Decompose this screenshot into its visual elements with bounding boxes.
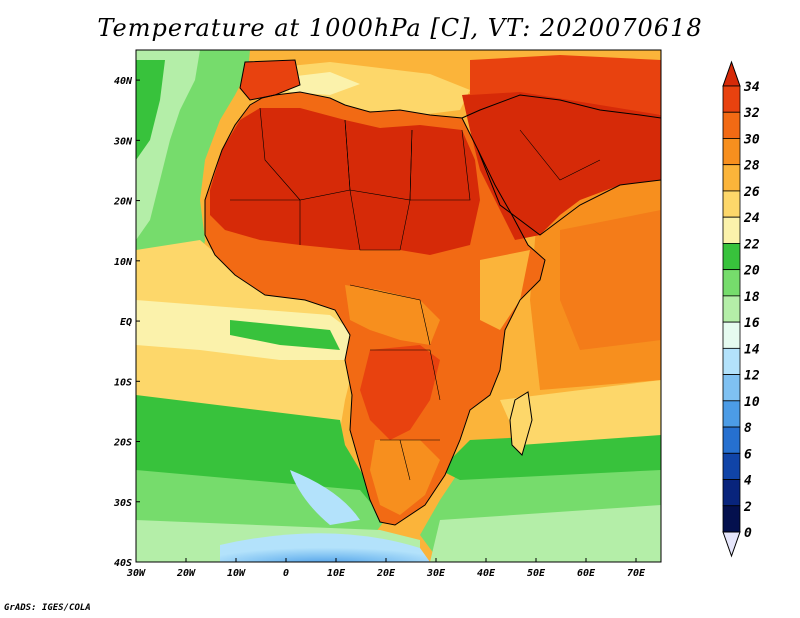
map-title: Temperature at 1000hPa [C], VT: 20200706…	[97, 14, 703, 42]
colorbar-label: 30	[743, 132, 760, 147]
colorbar-label: 2	[743, 500, 752, 515]
colorbar-label: 28	[743, 159, 760, 174]
country-borders	[230, 107, 601, 481]
lon-tick-label: 10W	[227, 568, 246, 579]
lon-tick-label: 10E	[327, 568, 346, 579]
colorbar-segment	[722, 138, 741, 166]
lon-tick-label: 50E	[527, 568, 546, 579]
colorbar-segment	[722, 111, 741, 139]
lon-tick-label: 20E	[376, 568, 396, 579]
colorbar-label: 12	[744, 369, 760, 384]
colorbar-segment	[722, 190, 741, 218]
lon-tick-label: 60E	[577, 568, 596, 579]
colorbar-segment	[722, 85, 741, 113]
colorbar-segment	[722, 505, 741, 533]
colorbar-label: 34	[743, 80, 760, 95]
temperature-field	[136, 50, 661, 562]
colorbar-segment	[722, 400, 741, 428]
lat-tick-label: 40N	[114, 76, 133, 87]
colorbar-label: 18	[744, 290, 760, 305]
lat-tick-label: 30N	[113, 136, 133, 147]
colorbar-label: 20	[743, 264, 760, 279]
colorbar-label: 32	[743, 106, 760, 121]
lat-tick-label: 10S	[114, 377, 132, 388]
colorbar-segment	[722, 374, 741, 402]
lat-tick-label: 10N	[114, 257, 133, 268]
lon-tick-label: 40E	[477, 568, 496, 579]
lat-tick-label: 30S	[113, 498, 132, 509]
lon-tick-label: 0	[283, 568, 289, 579]
colorbar-label: 24	[743, 211, 760, 226]
lat-tick-label: 20N	[113, 197, 133, 208]
plot-border	[135, 49, 662, 563]
lat-tick-label: EQ	[120, 317, 132, 328]
colorbar-top-arrow	[722, 60, 741, 87]
colorbar-segment	[722, 321, 741, 349]
lat-tick-label: 40S	[114, 558, 132, 569]
colorbar-label: 6	[744, 447, 752, 462]
colorbar-label: 4	[744, 474, 752, 489]
colorbar-label: 10	[744, 395, 760, 410]
colorbar-segment	[722, 243, 741, 271]
lon-tick-label: 20W	[176, 568, 196, 579]
colorbar-segment	[722, 452, 741, 480]
lat-tick-label: 20S	[113, 438, 132, 449]
colorbar-segment	[722, 269, 741, 297]
colorbar-label: 14	[744, 342, 760, 357]
latitude-tick-labels: 40N 30N 20N 10N EQ 10S 20S 30S 40S	[113, 76, 140, 569]
colorbar-segment	[722, 479, 741, 507]
lon-tick-label: 70E	[627, 568, 646, 579]
colorbar-label: 22	[743, 237, 760, 252]
colorbar-segment	[722, 347, 741, 375]
colorbar-segment	[722, 216, 741, 244]
colorbar-segment	[722, 426, 741, 454]
lon-tick-label: 30E	[426, 568, 446, 579]
colorbar-bottom-arrow	[722, 531, 741, 558]
longitude-tick-labels: 30W 20W 10W 0 10E 20E 30E 40E 50E 60E 70E	[126, 558, 646, 579]
colorbar-label: 26	[743, 185, 760, 200]
colorbar-label: 16	[744, 316, 760, 331]
lon-tick-label: 30W	[126, 568, 146, 579]
colorbar-segment	[722, 295, 741, 323]
colorbar-label: 0	[744, 526, 752, 541]
colorbar-label: 8	[744, 421, 752, 436]
coastlines	[204, 59, 661, 526]
colorbar-segment	[722, 164, 741, 192]
grads-credit: GrADS: IGES/COLA	[4, 603, 91, 613]
